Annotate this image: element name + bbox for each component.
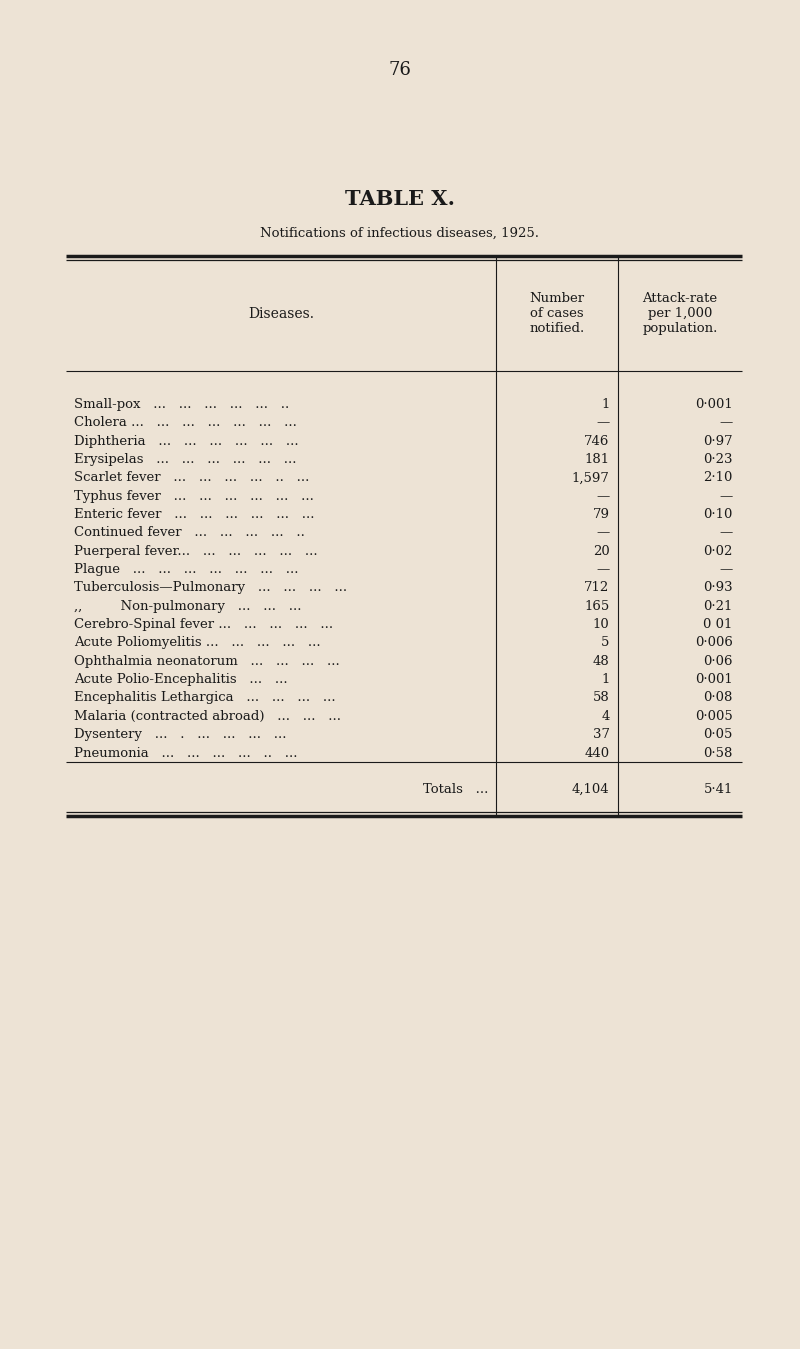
Text: 0 01: 0 01: [703, 618, 733, 631]
Text: 0·58: 0·58: [703, 746, 733, 759]
Text: 165: 165: [584, 600, 610, 612]
Text: —: —: [719, 490, 733, 503]
Text: Small-pox   ...   ...   ...   ...   ...   ..: Small-pox ... ... ... ... ... ..: [74, 398, 289, 411]
Text: 0·23: 0·23: [703, 453, 733, 465]
Text: 1: 1: [602, 398, 610, 411]
Text: TABLE X.: TABLE X.: [345, 189, 455, 209]
Text: 58: 58: [593, 692, 610, 704]
Text: 1: 1: [602, 673, 610, 687]
Text: 440: 440: [585, 746, 610, 759]
Text: 1,597: 1,597: [572, 471, 610, 484]
Text: Cerebro-Spinal fever ...   ...   ...   ...   ...: Cerebro-Spinal fever ... ... ... ... ...: [74, 618, 333, 631]
Text: 37: 37: [593, 728, 610, 741]
Text: —: —: [719, 417, 733, 429]
Text: —: —: [596, 526, 610, 540]
Text: 0·005: 0·005: [695, 710, 733, 723]
Text: 0·10: 0·10: [703, 509, 733, 521]
Text: Acute Poliomyelitis ...   ...   ...   ...   ...: Acute Poliomyelitis ... ... ... ... ...: [74, 637, 320, 649]
Text: 0·08: 0·08: [703, 692, 733, 704]
Text: Typhus fever   ...   ...   ...   ...   ...   ...: Typhus fever ... ... ... ... ... ...: [74, 490, 314, 503]
Text: 0·97: 0·97: [703, 434, 733, 448]
Text: Dysentery   ...   .   ...   ...   ...   ...: Dysentery ... . ... ... ... ...: [74, 728, 286, 741]
Text: 746: 746: [584, 434, 610, 448]
Text: 5: 5: [602, 637, 610, 649]
Text: 712: 712: [584, 581, 610, 595]
Text: Tuberculosis—Pulmonary   ...   ...   ...   ...: Tuberculosis—Pulmonary ... ... ... ...: [74, 581, 346, 595]
Text: 48: 48: [593, 654, 610, 668]
Text: 0·001: 0·001: [695, 398, 733, 411]
Text: 181: 181: [585, 453, 610, 465]
Text: Diseases.: Diseases.: [248, 306, 314, 321]
Text: Number
of cases
notified.: Number of cases notified.: [529, 293, 585, 335]
Text: 0·02: 0·02: [703, 545, 733, 557]
Text: 10: 10: [593, 618, 610, 631]
Text: 0·06: 0·06: [703, 654, 733, 668]
Text: Pneumonia   ...   ...   ...   ...   ..   ...: Pneumonia ... ... ... ... .. ...: [74, 746, 297, 759]
Text: Cholera ...   ...   ...   ...   ...   ...   ...: Cholera ... ... ... ... ... ... ...: [74, 417, 297, 429]
Text: —: —: [596, 490, 610, 503]
Text: 0·001: 0·001: [695, 673, 733, 687]
Text: Diphtheria   ...   ...   ...   ...   ...   ...: Diphtheria ... ... ... ... ... ...: [74, 434, 298, 448]
Text: —: —: [719, 563, 733, 576]
Text: 0·93: 0·93: [703, 581, 733, 595]
Text: 79: 79: [593, 509, 610, 521]
Text: 4,104: 4,104: [572, 782, 610, 796]
Text: —: —: [596, 417, 610, 429]
Text: Totals   ...: Totals ...: [422, 782, 488, 796]
Text: Acute Polio-Encephalitis   ...   ...: Acute Polio-Encephalitis ... ...: [74, 673, 287, 687]
Text: Plague   ...   ...   ...   ...   ...   ...   ...: Plague ... ... ... ... ... ... ...: [74, 563, 298, 576]
Text: 2·10: 2·10: [703, 471, 733, 484]
Text: Encephalitis Lethargica   ...   ...   ...   ...: Encephalitis Lethargica ... ... ... ...: [74, 692, 335, 704]
Text: 0·05: 0·05: [703, 728, 733, 741]
Text: Scarlet fever   ...   ...   ...   ...   ..   ...: Scarlet fever ... ... ... ... .. ...: [74, 471, 309, 484]
Text: Continued fever   ...   ...   ...   ...   ..: Continued fever ... ... ... ... ..: [74, 526, 305, 540]
Text: ,,         Non-pulmonary   ...   ...   ...: ,, Non-pulmonary ... ... ...: [74, 600, 301, 612]
Text: Attack-rate
per 1,000
population.: Attack-rate per 1,000 population.: [642, 293, 718, 335]
Text: Enteric fever   ...   ...   ...   ...   ...   ...: Enteric fever ... ... ... ... ... ...: [74, 509, 314, 521]
Text: —: —: [719, 526, 733, 540]
Text: 20: 20: [593, 545, 610, 557]
Text: 76: 76: [389, 61, 411, 78]
Text: 5·41: 5·41: [703, 782, 733, 796]
Text: 4: 4: [602, 710, 610, 723]
Text: Erysipelas   ...   ...   ...   ...   ...   ...: Erysipelas ... ... ... ... ... ...: [74, 453, 296, 465]
Text: Malaria (contracted abroad)   ...   ...   ...: Malaria (contracted abroad) ... ... ...: [74, 710, 341, 723]
Text: 0·006: 0·006: [695, 637, 733, 649]
Text: 0·21: 0·21: [703, 600, 733, 612]
Text: Puerperal fever...   ...   ...   ...   ...   ...: Puerperal fever... ... ... ... ... ...: [74, 545, 318, 557]
Text: —: —: [596, 563, 610, 576]
Text: Notifications of infectious diseases, 1925.: Notifications of infectious diseases, 19…: [261, 227, 539, 240]
Text: Ophthalmia neonatorum   ...   ...   ...   ...: Ophthalmia neonatorum ... ... ... ...: [74, 654, 339, 668]
